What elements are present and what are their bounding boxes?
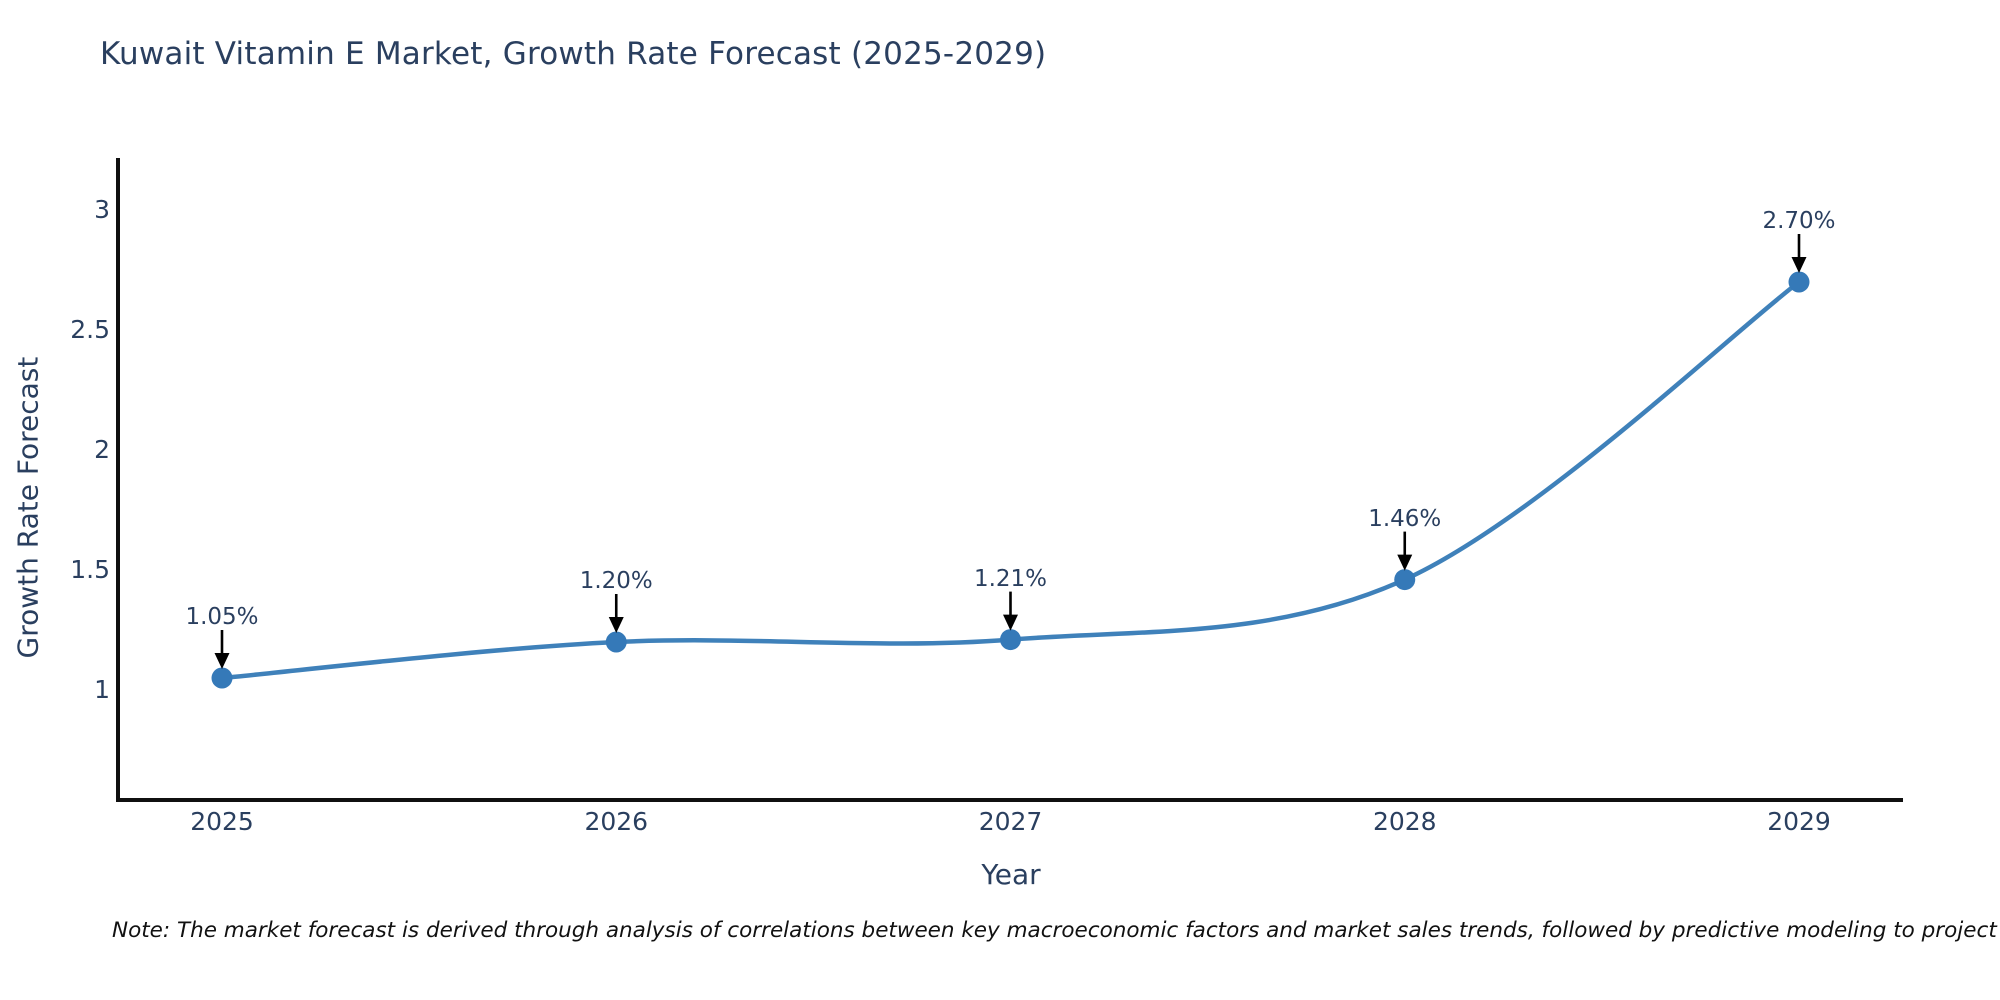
point-value-label: 1.20% (579, 568, 653, 594)
data-point-marker[interactable] (1788, 271, 1810, 293)
x-axis-title: Year (981, 858, 1041, 891)
y-axis-title: Growth Rate Forecast (11, 356, 45, 659)
annotation-arrow-head (608, 617, 624, 633)
forecast-line (219, 279, 1802, 681)
point-value-label: 2.70% (1762, 208, 1836, 234)
x-tick-label: 2027 (978, 807, 1043, 836)
data-point-marker[interactable] (605, 631, 627, 653)
point-value-label: 1.46% (1368, 505, 1442, 532)
point-value-label: 1.21% (973, 565, 1048, 592)
data-point-marker[interactable] (1394, 569, 1416, 591)
annotation-arrow-head (214, 653, 230, 669)
annotation-arrow-head (1003, 614, 1018, 631)
x-tick-label: 2025 (190, 807, 254, 836)
x-tick-label: 2026 (584, 807, 649, 836)
y-tick-label: 2 (94, 435, 110, 464)
annotation-arrow-head (1397, 554, 1413, 571)
point-value-label: 1.05% (185, 604, 259, 630)
x-tick-label: 2028 (1372, 807, 1437, 836)
x-tick-label: 2029 (1767, 807, 1831, 836)
y-tick-label: 2.5 (70, 315, 110, 344)
y-tick-label: 1.5 (70, 555, 110, 584)
axis-spines (116, 158, 1903, 802)
chart-title: Kuwait Vitamin E Market, Growth Rate For… (100, 36, 1047, 72)
data-point-marker[interactable] (1000, 629, 1021, 651)
y-tick-label: 3 (94, 195, 110, 224)
annotation-arrow-head (1791, 257, 1807, 273)
data-point-marker[interactable] (211, 667, 233, 689)
footnote: Note: The market forecast is derived thr… (112, 918, 2000, 943)
y-tick-label: 1 (94, 675, 110, 704)
